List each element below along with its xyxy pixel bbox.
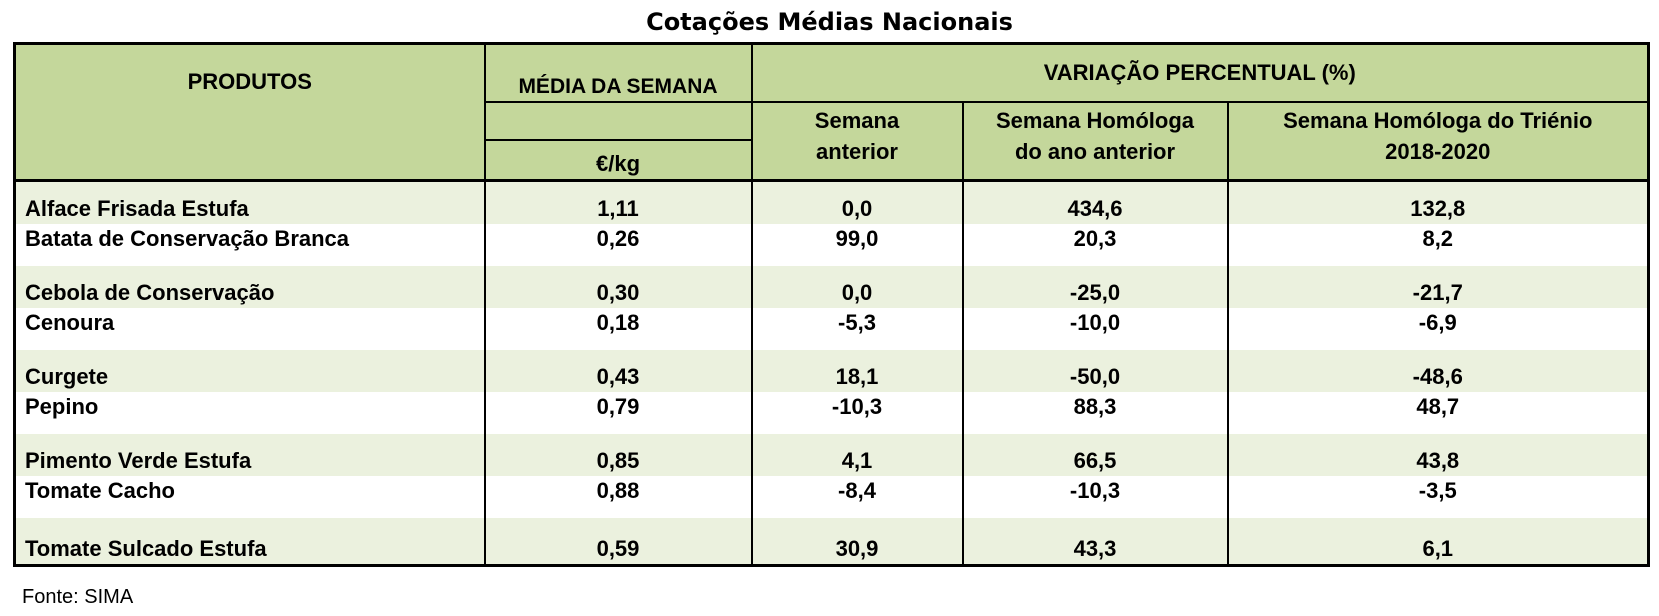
header-semana-anterior: Semana anterior	[751, 102, 964, 182]
trienio-value: -6,9	[1227, 308, 1651, 350]
product-name: Tomate Sulcado Estufa	[13, 518, 486, 567]
trienio-value: -21,7	[1227, 266, 1651, 308]
media-value: 1,11	[484, 180, 753, 224]
media-value: 0,85	[484, 434, 753, 476]
product-name: Alface Frisada Estufa	[13, 180, 486, 224]
table-row: Curgete 0,43 18,1 -50,0 -48,6	[13, 350, 1651, 392]
ano-anterior-value: 88,3	[962, 392, 1229, 434]
header-media-spacer	[484, 101, 753, 141]
table-row: Pepino 0,79 -10,3 88,3 48,7	[13, 392, 1651, 434]
table-row: Tomate Cacho 0,88 -8,4 -10,3 -3,5	[13, 476, 1651, 518]
table-title: Cotações Médias Nacionais	[646, 8, 1013, 36]
product-name: Cenoura	[13, 308, 486, 350]
trienio-value: 132,8	[1227, 180, 1651, 224]
semana-anterior-value: 0,0	[751, 180, 964, 224]
semana-anterior-value: 18,1	[751, 350, 964, 392]
trienio-value: 48,7	[1227, 392, 1651, 434]
header-media-semana: MÉDIA DA SEMANA	[484, 42, 753, 102]
header-homologa-ano: Semana Homóloga do ano anterior	[962, 102, 1229, 182]
table-header: PRODUTOS MÉDIA DA SEMANA VARIAÇÃO PERCEN…	[13, 42, 1651, 182]
media-value: 0,18	[484, 308, 753, 350]
media-value: 0,79	[484, 392, 753, 434]
table-row: Alface Frisada Estufa 1,11 0,0 434,6 132,8	[13, 180, 1651, 224]
table-body: Alface Frisada Estufa 1,11 0,0 434,6 132,8 Ba…	[13, 180, 1651, 567]
ano-anterior-value: 434,6	[962, 180, 1229, 224]
product-name: Pepino	[13, 392, 486, 434]
semana-anterior-value: 30,9	[751, 518, 964, 567]
product-name: Curgete	[13, 350, 486, 392]
table-row: Tomate Sulcado Estufa 0,59 30,9 43,3 6,1	[13, 518, 1651, 567]
table-row: Cenoura 0,18 -5,3 -10,0 -6,9	[13, 308, 1651, 350]
media-value: 0,30	[484, 266, 753, 308]
semana-anterior-value: 0,0	[751, 266, 964, 308]
media-value: 0,88	[484, 476, 753, 518]
ano-anterior-value: -25,0	[962, 266, 1229, 308]
trienio-value: -48,6	[1227, 350, 1651, 392]
header-homologa-trienio: Semana Homóloga do Triénio 2018-2020	[1227, 102, 1651, 182]
header-variacao: VARIAÇÃO PERCENTUAL (%)	[751, 42, 1651, 103]
ano-anterior-value: -50,0	[962, 350, 1229, 392]
ano-anterior-value: 20,3	[962, 224, 1229, 266]
product-name: Tomate Cacho	[13, 476, 486, 518]
header-produtos: PRODUTOS	[13, 42, 486, 182]
trienio-value: 43,8	[1227, 434, 1651, 476]
trienio-value: -3,5	[1227, 476, 1651, 518]
ano-anterior-value: -10,3	[962, 476, 1229, 518]
semana-anterior-value: -10,3	[751, 392, 964, 434]
ano-anterior-value: 43,3	[962, 518, 1229, 567]
semana-anterior-value: -5,3	[751, 308, 964, 350]
media-value: 0,59	[484, 518, 753, 567]
table-row: Pimento Verde Estufa 0,85 4,1 66,5 43,8	[13, 434, 1651, 476]
table-row: Batata de Conservação Branca 0,26 99,0 20,3…	[13, 224, 1651, 266]
trienio-value: 8,2	[1227, 224, 1651, 266]
product-name: Pimento Verde Estufa	[13, 434, 486, 476]
product-name: Batata de Conservação Branca	[13, 224, 486, 266]
semana-anterior-value: -8,4	[751, 476, 964, 518]
media-value: 0,43	[484, 350, 753, 392]
prices-table: PRODUTOS MÉDIA DA SEMANA VARIAÇÃO PERCEN…	[13, 42, 1651, 567]
header-unit: €/kg	[484, 140, 753, 182]
media-value: 0,26	[484, 224, 753, 266]
product-name: Cebola de Conservação	[13, 266, 486, 308]
source-note: Fonte: SIMA	[22, 586, 134, 608]
ano-anterior-value: 66,5	[962, 434, 1229, 476]
trienio-value: 6,1	[1227, 518, 1651, 567]
semana-anterior-value: 4,1	[751, 434, 964, 476]
semana-anterior-value: 99,0	[751, 224, 964, 266]
ano-anterior-value: -10,0	[962, 308, 1229, 350]
table-row: Cebola de Conservação 0,30 0,0 -25,0 -21,7	[13, 266, 1651, 308]
